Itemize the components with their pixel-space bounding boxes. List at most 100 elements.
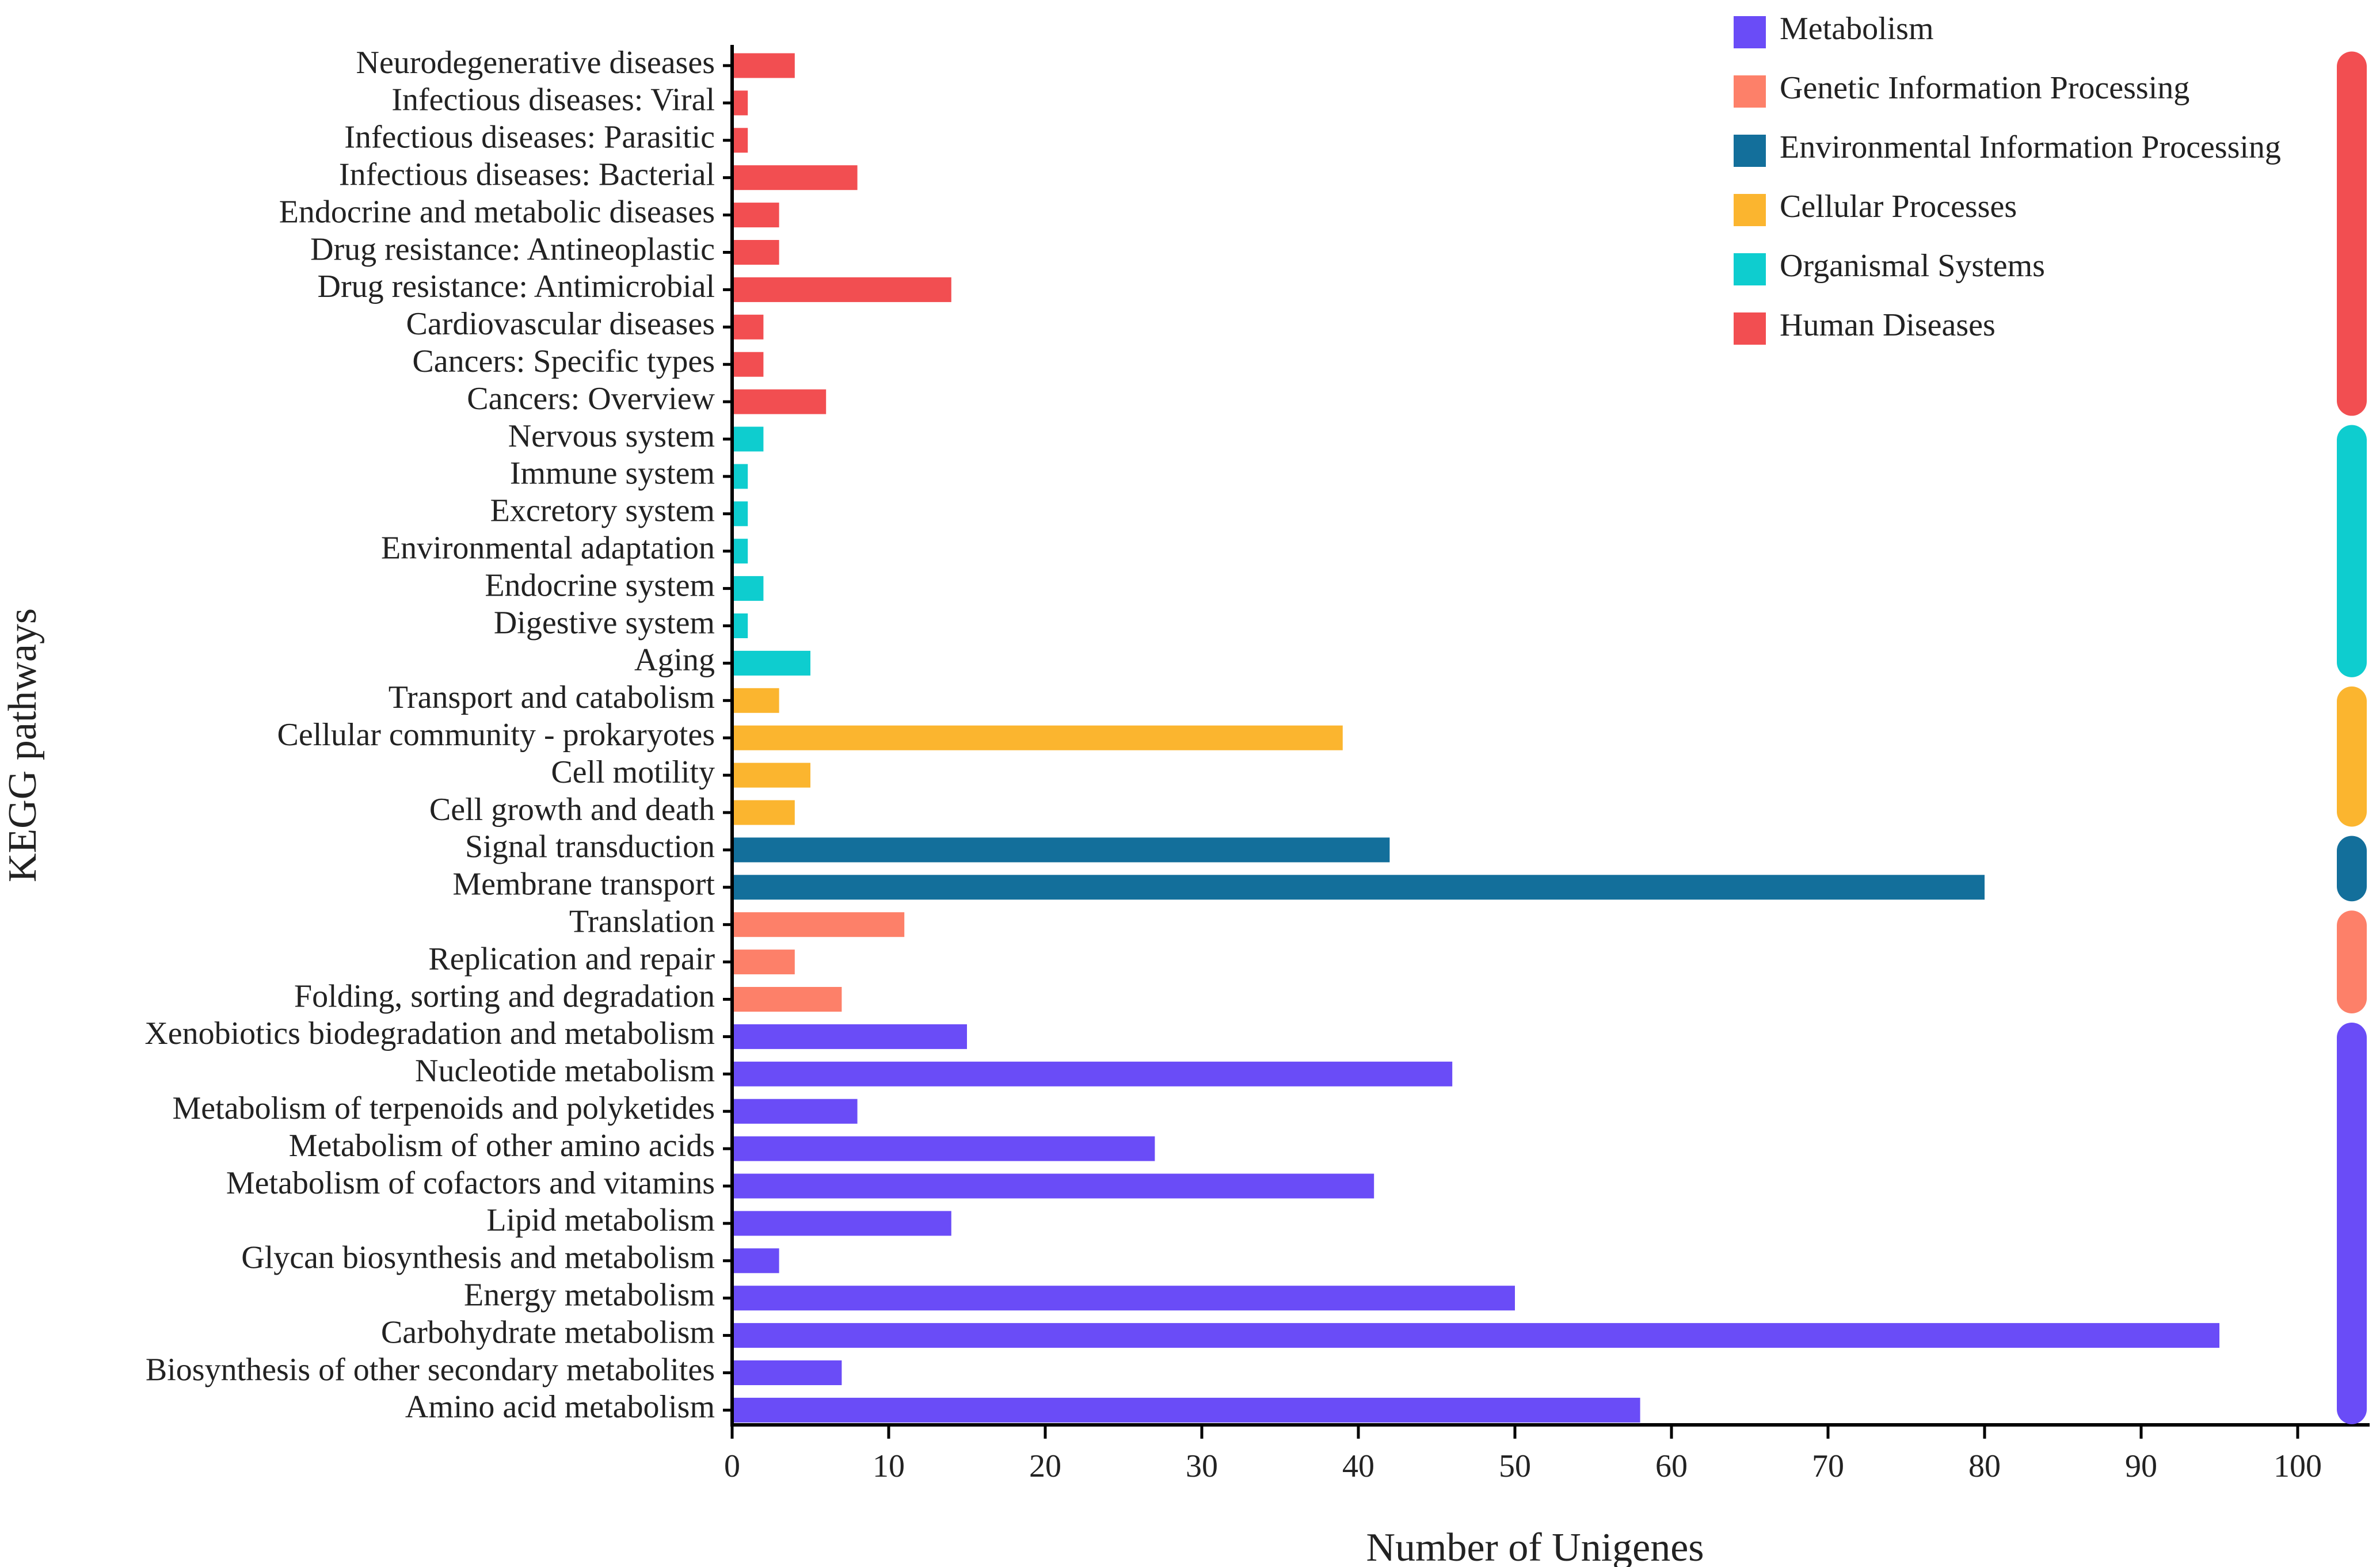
category-label: Excretory system [490,493,715,529]
legend-label: Environmental Information Processing [1780,129,2281,165]
bars-layer [732,53,2219,1423]
category-label: Metabolism of terpenoids and polyketides [173,1091,715,1126]
category-label: Neurodegenerative diseases [356,45,715,81]
category-label: Transport and catabolism [389,680,715,715]
group-bar-environmental-information-processing [2337,836,2367,902]
bar-amino-acid-metabolism [732,1397,1640,1423]
category-label: Amino acid metabolism [405,1389,715,1425]
x-tick-label: 50 [1499,1448,1531,1484]
bar-infectious-diseases-viral [732,90,748,116]
bar-endocrine-and-metabolic-diseases [732,203,779,228]
bar-cellular-community-prokaryotes [732,725,1343,750]
group-bar-human-diseases [2337,51,2367,416]
category-label: Biosynthesis of other secondary metaboli… [146,1352,715,1387]
bar-drug-resistance-antimicrobial [732,277,951,302]
legend-label: Organismal Systems [1780,248,2045,284]
category-label: Aging [634,642,715,678]
category-label: Metabolism of other amino acids [289,1128,715,1164]
bar-cell-growth-and-death [732,800,795,825]
bar-cancers-specific-types [732,352,764,377]
category-label: Energy metabolism [464,1278,715,1313]
category-label: Translation [569,904,715,940]
bar-biosynthesis-of-other-secondary-metabolites [732,1360,842,1385]
category-label: Cardiovascular diseases [406,306,715,342]
bar-excretory-system [732,501,748,527]
group-indicator-bars [2337,51,2367,1424]
bar-infectious-diseases-parasitic [732,128,748,153]
category-label: Cell growth and death [429,792,715,828]
bar-digestive-system [732,613,748,638]
bar-replication-and-repair [732,950,795,975]
bar-translation [732,912,905,937]
legend-label: Genetic Information Processing [1780,70,2189,106]
bar-folding-sorting-and-degradation [732,987,842,1012]
bar-membrane-transport [732,875,1985,900]
legend-swatch [1734,16,1766,48]
legend-swatch [1734,194,1766,226]
category-label: Infectious diseases: Parasitic [344,120,715,155]
x-ticks: 0 10 20 30 40 50 60 70 80 90 100 [724,1425,2322,1484]
bar-infectious-diseases-bacterial [732,165,858,190]
legend-swatch [1734,312,1766,345]
category-label: Xenobiotics biodegradation and metabolis… [144,1016,715,1051]
x-tick-label: 90 [2125,1448,2157,1484]
bar-metabolism-of-other-amino-acids [732,1136,1155,1161]
category-label: Cancers: Overview [467,381,715,417]
category-label: Infectious diseases: Bacterial [339,157,715,193]
legend: Metabolism Genetic Information Processing… [1734,11,2281,345]
x-axis-title: Number of Unigenes [1366,1526,1704,1567]
bar-carbohydrate-metabolism [732,1323,2219,1348]
bar-cell-motility [732,762,810,788]
x-tick-label: 30 [1186,1448,1218,1484]
category-label: Membrane transport [452,867,715,902]
category-label: Metabolism of cofactors and vitamins [226,1165,715,1201]
x-tick-label: 60 [1655,1448,1688,1484]
bar-cancers-overview [732,389,827,414]
legend-label: Human Diseases [1780,307,1996,343]
category-label: Drug resistance: Antimicrobial [318,269,715,304]
bar-endocrine-system [732,576,764,601]
bar-transport-and-catabolism [732,688,779,713]
x-tick-label: 40 [1342,1448,1374,1484]
category-label: Endocrine and metabolic diseases [279,194,715,230]
category-label: Cellular community - prokaryotes [277,717,715,753]
axes [723,45,2370,1427]
bar-glycan-biosynthesis-and-metabolism [732,1248,779,1274]
legend-swatch [1734,135,1766,167]
category-label: Nucleotide metabolism [415,1053,715,1089]
bar-immune-system [732,464,748,489]
category-label: Glycan biosynthesis and metabolism [241,1240,715,1276]
category-label: Signal transduction [465,829,715,865]
bar-lipid-metabolism [732,1211,951,1236]
category-label: Digestive system [494,605,715,640]
bar-nervous-system [732,426,764,452]
category-label: Infectious diseases: Viral [391,82,715,118]
bar-xenobiotics-biodegradation-and-metabolism [732,1024,967,1049]
x-tick-label: 10 [873,1448,905,1484]
bar-environmental-adaptation [732,539,748,564]
bar-energy-metabolism [732,1286,1515,1311]
x-tick-label: 100 [2274,1448,2322,1484]
legend-label: Metabolism [1780,11,1934,47]
category-label: Lipid metabolism [486,1203,715,1238]
x-tick-label: 0 [724,1448,740,1484]
category-label: Endocrine system [485,567,715,603]
category-label: Immune system [510,456,715,491]
x-tick-label: 70 [1812,1448,1844,1484]
category-label: Cell motility [551,754,715,790]
bar-aging [732,650,810,676]
bar-metabolism-of-terpenoids-and-polyketides [732,1099,858,1124]
group-bar-cellular-processes [2337,686,2367,827]
x-tick-label: 20 [1029,1448,1061,1484]
category-label: Folding, sorting and degradation [294,978,715,1014]
category-label: Nervous system [508,418,715,454]
legend-swatch [1734,253,1766,285]
bar-metabolism-of-cofactors-and-vitamins [732,1173,1374,1199]
bar-nucleotide-metabolism [732,1061,1453,1086]
y-axis-title: KEGG pathways [1,608,45,882]
x-tick-label: 80 [1968,1448,2001,1484]
bar-neurodegenerative-diseases [732,53,795,78]
category-label: Drug resistance: Antineoplastic [310,231,715,267]
group-bar-organismal-systems [2337,425,2367,677]
